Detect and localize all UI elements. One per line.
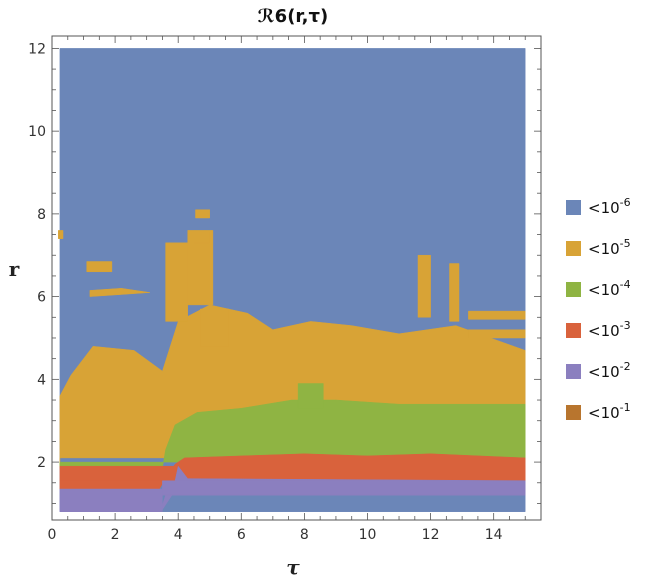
y-tick-label: 2 <box>37 455 46 471</box>
legend: <10-6 <10-5 <10-4 <10-3 <10-2 <10-1 <box>566 196 631 422</box>
y-tick-label: 12 <box>28 41 46 57</box>
y-tick-label: 6 <box>37 290 46 306</box>
contour-region-level-2 <box>297 383 324 409</box>
x-axis-label: τ <box>286 555 300 579</box>
contour-region-level-1 <box>86 261 113 273</box>
chart-title: ℛ6(r,τ) <box>258 6 328 27</box>
x-tick-label: 8 <box>300 527 309 543</box>
x-tick-label: 2 <box>111 527 120 543</box>
y-tick-label: 4 <box>37 372 46 388</box>
legend-swatch <box>566 282 581 297</box>
legend-swatch <box>566 405 581 420</box>
legend-label: <10-5 <box>588 237 631 258</box>
contour-region-level-1 <box>89 288 150 297</box>
contour-region-level-3 <box>59 465 526 481</box>
x-tick-label: 4 <box>174 527 183 543</box>
x-tick-label: 6 <box>237 527 246 543</box>
y-tick-label: 10 <box>28 124 46 140</box>
x-tick-label: 10 <box>359 527 377 543</box>
x-tick-label: 0 <box>48 527 57 543</box>
contour-region-level-1 <box>468 329 526 339</box>
legend-label: <10-4 <box>588 278 631 299</box>
legend-swatch <box>566 364 581 379</box>
axis-ticks: 0 2 4 6 8 10 12 14 2 4 6 8 10 12 <box>28 36 542 543</box>
legend-swatch <box>566 323 581 338</box>
legend-label: <10-1 <box>588 401 631 422</box>
plot-area <box>58 48 526 512</box>
legend-label: <10-3 <box>588 319 631 340</box>
contour-region-level-1 <box>449 263 460 322</box>
contour-region-level-1 <box>58 230 64 239</box>
plot-frame <box>51 35 542 521</box>
contour-region-level-4 <box>162 480 526 496</box>
legend-swatch <box>566 200 581 215</box>
contour-region-level-1 <box>193 232 210 244</box>
contour-region-level-1 <box>195 209 210 219</box>
x-tick-label: 12 <box>422 527 440 543</box>
legend-label: <10-2 <box>588 360 631 381</box>
contour-region-level-4 <box>59 488 163 512</box>
contour-region-level-1 <box>468 310 526 320</box>
contour-region-level-1 <box>165 242 188 322</box>
legend-swatch <box>566 241 581 256</box>
x-tick-label: 14 <box>485 527 503 543</box>
contour-region-level-1 <box>417 254 431 318</box>
y-tick-label: 8 <box>37 207 46 223</box>
contour-region-level-1 <box>200 308 229 347</box>
legend-label: <10-6 <box>588 196 631 217</box>
y-axis-label: r <box>9 257 20 281</box>
